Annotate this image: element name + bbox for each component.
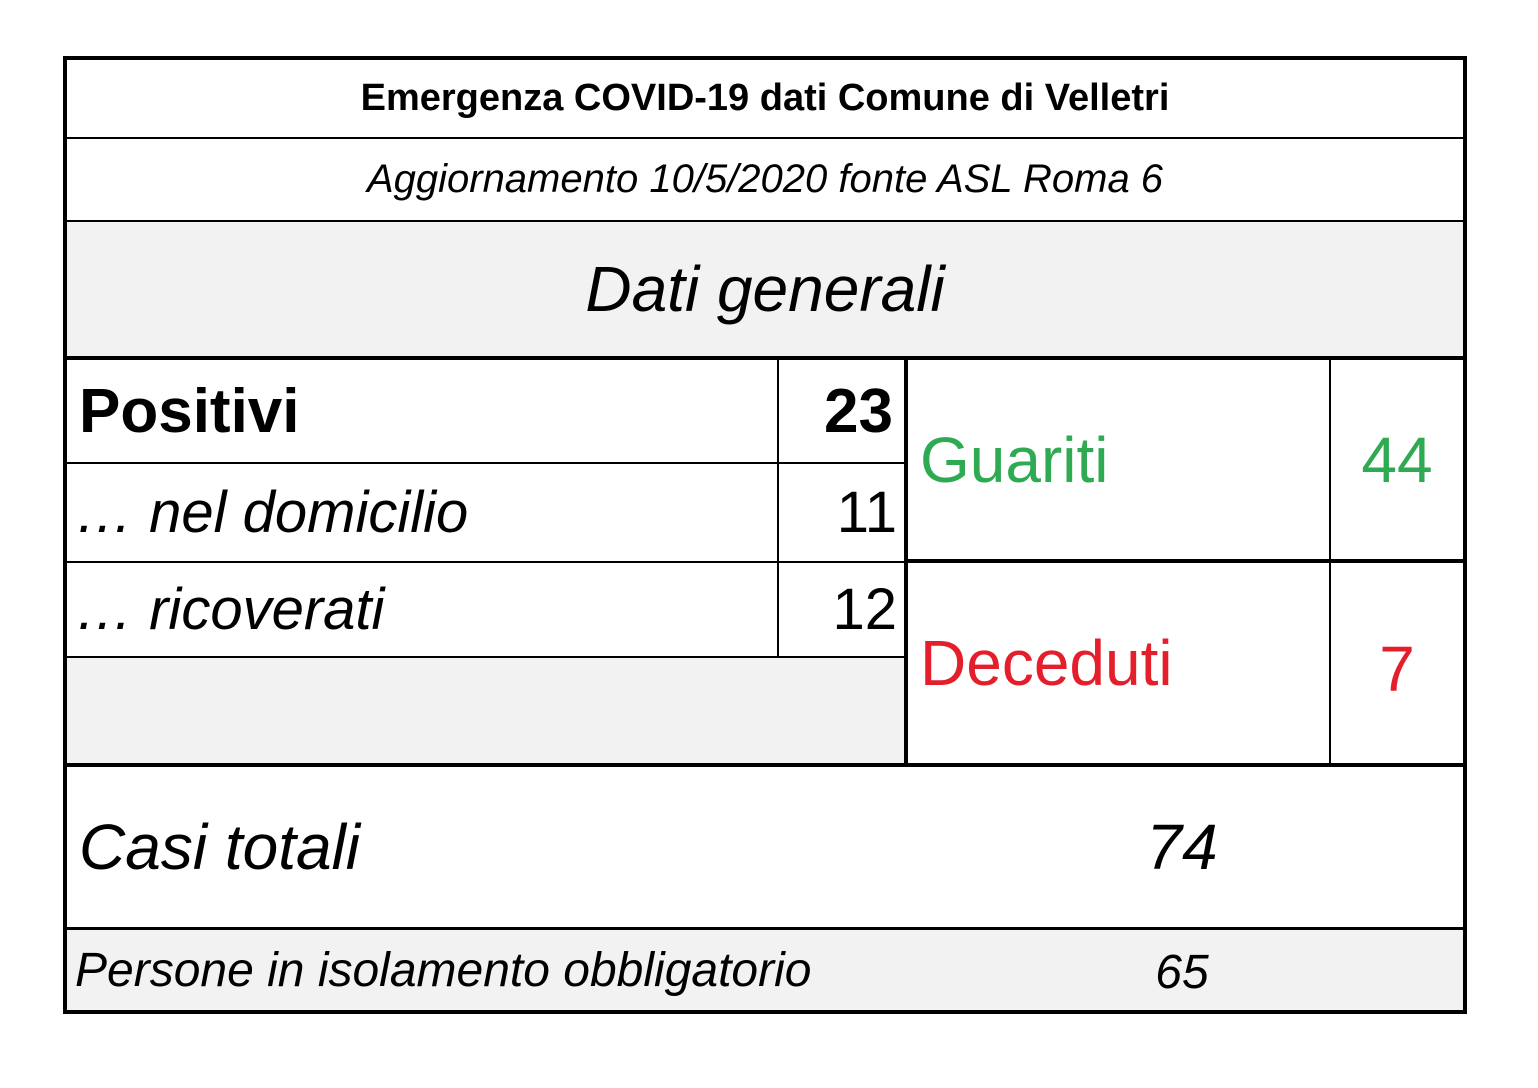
empty-cell [63, 657, 906, 765]
deceduti-label: Deceduti [920, 627, 1173, 699]
positivi-value: 23 [824, 376, 893, 446]
section-title: Dati generali [585, 253, 945, 325]
border-top [63, 56, 1467, 60]
divider [63, 656, 906, 658]
border-right [1463, 56, 1467, 1014]
positivi-label: Positivi [79, 376, 300, 446]
divider [1329, 358, 1331, 765]
divider [63, 356, 1467, 360]
ricoverati-label: … ricoverati [75, 577, 385, 642]
title: Emergenza COVID-19 dati Comune di Vellet… [360, 77, 1170, 119]
casi-totali-label: Casi totali [79, 811, 360, 883]
divider [63, 462, 906, 464]
divider [63, 763, 1467, 767]
isolamento-value: 65 [1155, 945, 1209, 999]
subtitle: Aggiornamento 10/5/2020 fonte ASL Roma 6 [366, 157, 1164, 201]
divider [63, 927, 1467, 930]
divider [904, 358, 908, 765]
border-left [63, 56, 67, 1014]
divider [63, 220, 1467, 222]
casi-totali-value: 74 [1146, 811, 1218, 883]
divider [63, 137, 1467, 139]
domicilio-label: … nel domicilio [75, 480, 469, 545]
guariti-label: Guariti [920, 423, 1109, 496]
divider [63, 561, 906, 563]
border-bottom [63, 1010, 1467, 1014]
isolamento-label: Persone in isolamento obbligatorio [75, 943, 812, 997]
domicilio-value: 11 [836, 480, 897, 545]
divider [777, 358, 779, 657]
divider [906, 559, 1467, 563]
ricoverati-value: 12 [832, 577, 897, 642]
isolamento-row-bg [63, 928, 1467, 1013]
deceduti-value: 7 [1379, 633, 1415, 705]
section-header-bg [63, 221, 1467, 358]
guariti-value: 44 [1361, 423, 1433, 496]
table: Emergenza COVID-19 dati Comune di Vellet… [63, 56, 1467, 1014]
